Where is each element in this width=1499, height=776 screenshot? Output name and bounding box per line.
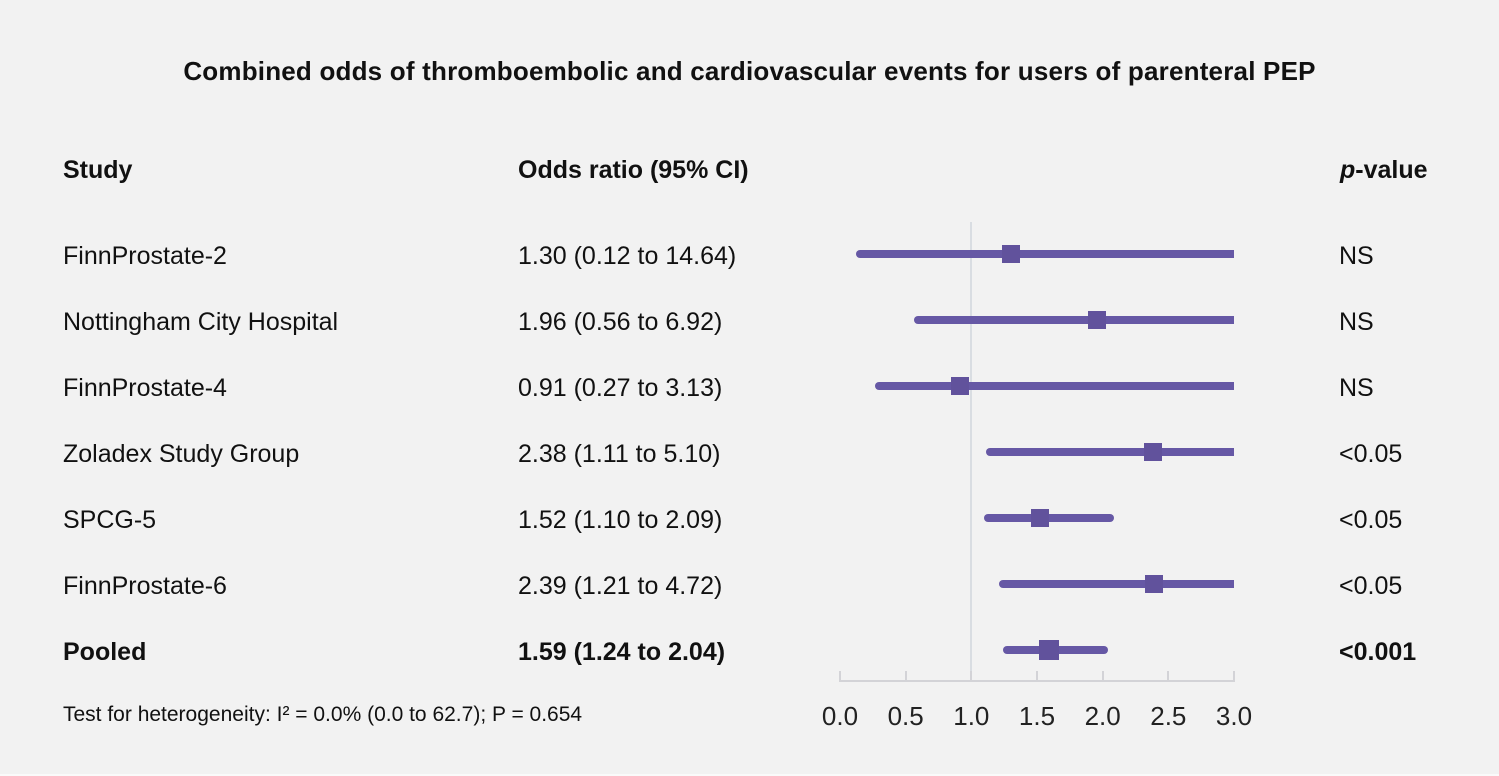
odds-ratio-label: 1.96 (0.56 to 6.92) [518, 308, 723, 336]
figure-title: Combined odds of thromboembolic and card… [183, 56, 1316, 86]
x-axis-tick [839, 671, 841, 680]
point-estimate-marker [1144, 575, 1163, 593]
odds-ratio-label: 2.39 (1.21 to 4.72) [518, 572, 723, 600]
odds-ratio-label: 2.38 (1.11 to 5.10) [518, 440, 721, 468]
p-value-label: <0.05 [1339, 440, 1403, 468]
p-value-label: NS [1339, 242, 1374, 270]
study-name: Nottingham City Hospital [63, 308, 339, 336]
x-axis-tick-label: 2.5 [1150, 701, 1187, 731]
p-value-header-rest: -value [1355, 156, 1428, 184]
x-axis-tick [904, 671, 907, 680]
column-header-odds-ratio: Odds ratio (95% CI) [518, 156, 749, 184]
heterogeneity-footnote: Test for heterogeneity: I² = 0.0% (0.0 t… [63, 703, 583, 726]
point-estimate-marker [1088, 311, 1107, 329]
x-axis-tick-label: 3.0 [1215, 701, 1253, 731]
study-name: FinnProstate-4 [63, 374, 227, 402]
p-value-label: <0.05 [1339, 506, 1403, 534]
p-value-label: <0.001 [1339, 638, 1417, 666]
ci-line [855, 250, 1234, 258]
point-estimate-marker [950, 377, 969, 395]
odds-ratio-label: 0.91 (0.27 to 3.13) [518, 374, 723, 402]
p-value-label: NS [1339, 374, 1374, 402]
x-axis-tick [1233, 671, 1235, 680]
odds-ratio-label: 1.30 (0.12 to 14.64) [518, 242, 737, 270]
x-axis-tick-label: 0.5 [887, 701, 924, 731]
p-value-label: NS [1339, 308, 1374, 336]
point-estimate-marker [1030, 509, 1049, 527]
reference-line [970, 222, 973, 681]
ci-line [985, 448, 1234, 456]
column-header-study: Study [63, 156, 133, 184]
ci-line [875, 382, 1234, 390]
x-axis-tick [1167, 671, 1170, 680]
x-axis-tick-label: 1.5 [1018, 701, 1056, 731]
ci-line [913, 316, 1234, 324]
study-name: SPCG-5 [63, 506, 157, 534]
study-name: Zoladex Study Group [63, 440, 300, 468]
point-estimate-marker [1143, 443, 1162, 461]
ci-line [998, 580, 1234, 588]
column-header-p-value: p-value [1340, 156, 1428, 185]
x-axis-tick-label: 2.0 [1084, 701, 1121, 731]
p-value-label: <0.05 [1339, 572, 1403, 600]
odds-ratio-label: 1.59 (1.24 to 2.04) [518, 638, 726, 666]
x-axis-line [839, 680, 1235, 682]
study-name: FinnProstate-2 [63, 242, 227, 270]
p-value-header-italic-p: p [1340, 156, 1356, 184]
x-axis-tick-label: 1.0 [953, 701, 990, 731]
study-name: Pooled [63, 638, 147, 666]
odds-ratio-label: 1.52 (1.10 to 2.09) [518, 506, 723, 534]
x-axis-tick [1101, 671, 1104, 680]
point-estimate-marker [1001, 245, 1020, 263]
pooled-estimate-marker [1038, 640, 1059, 660]
x-axis-tick [1036, 671, 1038, 680]
ci-line [984, 514, 1115, 522]
x-axis-tick-label: 0.0 [821, 701, 859, 731]
study-name: FinnProstate-6 [63, 572, 227, 600]
x-axis-tick [970, 671, 973, 680]
